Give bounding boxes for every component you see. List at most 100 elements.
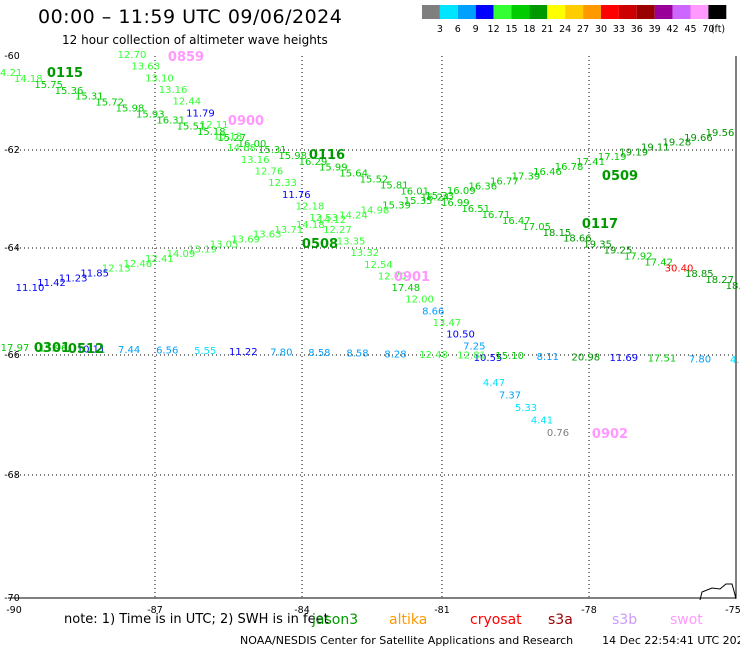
legend-label: 18	[523, 24, 535, 35]
pass-time-label: 0116	[309, 148, 345, 163]
wave-height-value: 15.93	[136, 109, 165, 120]
wave-height-value: 14.68	[227, 143, 256, 154]
pass-time-label: 0512	[68, 342, 104, 357]
wave-height-value: 13.35	[337, 236, 366, 247]
wave-height-value: 15.27	[217, 133, 246, 144]
wave-height-value: 15.64	[339, 169, 368, 180]
wave-height-value: 12.70	[118, 50, 147, 61]
legend-label: 24	[559, 24, 571, 35]
legend-swatch	[457, 5, 476, 19]
pass-time-label: 0301	[34, 341, 70, 356]
pass-time-label: 0508	[302, 237, 338, 252]
wave-height-value: 13.19	[188, 244, 217, 255]
wave-height-value: 17.39	[512, 172, 541, 183]
wave-height-value: 17.51	[648, 354, 677, 365]
legend-swatch	[654, 5, 673, 19]
wave-height-value: 12.11	[200, 120, 229, 131]
wave-height-value: 16.71	[482, 210, 511, 221]
wave-height-value: 16.51	[461, 204, 490, 215]
wave-height-value: 15.31	[75, 92, 104, 103]
wave-height-value: 16.09	[447, 186, 476, 197]
lon-tick-label: -78	[581, 605, 597, 616]
wave-height-value: 15.31	[258, 145, 287, 156]
wave-height-value: 15.18	[197, 127, 226, 138]
wave-height-value: 8.11	[537, 352, 559, 363]
wave-height-value: 15.75	[34, 80, 63, 91]
legend-swatch	[565, 5, 584, 19]
wave-height-value: 18.15	[543, 228, 572, 239]
wave-height-value: 17.19	[598, 152, 627, 163]
wave-height-value: 12.53	[309, 213, 338, 224]
wave-height-value: 13.63	[131, 62, 160, 73]
pass-time-label: 0902	[592, 427, 628, 442]
wave-height-value: 8.66	[422, 306, 444, 317]
wave-height-value: 12.76	[255, 167, 284, 178]
wave-height-value: 15.99	[319, 163, 348, 174]
wave-height-value: 18.85	[685, 269, 714, 280]
legend-swatch	[511, 5, 530, 19]
satellite-label-cryosat: cryosat	[470, 612, 522, 628]
wave-height-value: 14.18	[296, 220, 325, 231]
wave-height-value: 16.77	[490, 176, 519, 187]
wave-height-value: 13.63	[253, 230, 282, 241]
legend-swatch	[439, 5, 458, 19]
wave-height-value: 4.1	[730, 355, 740, 366]
legend-swatch	[493, 5, 512, 19]
wave-height-value: 16.31	[156, 115, 185, 126]
legend-label: 3	[437, 24, 443, 35]
lon-tick-label: -87	[147, 605, 163, 616]
wave-height-value: 20.98	[571, 352, 600, 363]
legend-swatch	[618, 5, 637, 19]
wave-height-value: 30.40	[665, 263, 694, 274]
wave-height-value: 13.18	[214, 132, 243, 143]
wave-height-value: 15.36	[55, 86, 84, 97]
wave-height-value: 15.81	[380, 180, 409, 191]
legend-swatch	[583, 5, 601, 19]
wave-height-value: 13.47	[433, 318, 462, 329]
lon-tick-label: -90	[6, 605, 22, 616]
wave-height-value: 11.69	[610, 353, 639, 364]
wave-height-value: 14.12	[318, 215, 347, 226]
satellite-label-altika: altika	[389, 612, 428, 628]
wave-height-value: 11.42	[37, 278, 66, 289]
pass-time-label: 0509	[602, 169, 638, 184]
wave-height-value: 10.11	[77, 344, 106, 355]
wave-height-value: 16.78	[555, 162, 584, 173]
wave-height-value: 16.29	[299, 157, 328, 168]
legend-label: 36	[631, 24, 643, 35]
legend-label: 9	[473, 24, 479, 35]
coastline	[699, 583, 737, 601]
color-legend: 3 6 9 12 15 18 21 24 27 30 33 36 39 42 45 70(ft)	[422, 5, 727, 35]
wave-height-value: 13.05	[210, 239, 239, 250]
wave-height-value: 12.54	[364, 260, 393, 271]
wave-height-value: 12.00	[405, 295, 434, 306]
lon-tick-label: -75	[725, 605, 740, 616]
footnote: note: 1) Time is in UTC; 2) SWH is in fe…	[64, 612, 329, 627]
lat-tick-label: -70	[4, 593, 20, 604]
wave-height-value: 15.72	[95, 98, 124, 109]
wave-height-value: 12.13	[102, 264, 131, 275]
wave-height-value: 12.44	[172, 97, 201, 108]
legend-swatch	[690, 5, 709, 19]
wave-height-value: 14.21	[0, 68, 22, 79]
wave-height-value: 16.36	[468, 181, 497, 192]
legend-unit: (ft)	[711, 24, 725, 35]
pass-time-labels: 0859 0115 0900 0116 0509 0508 0117 0901 03010512…	[34, 50, 638, 442]
wave-height-value: 17.05	[522, 222, 551, 233]
wave-height-value: 19.28	[663, 138, 692, 149]
wave-height-value: 15.96	[39, 344, 68, 355]
satellite-label-s3b: s3b	[612, 612, 638, 628]
wave-height-value: 7.80	[270, 347, 292, 358]
wave-height-value: 6.56	[156, 346, 178, 357]
wave-height-value: 15.52	[360, 175, 389, 186]
lat-tick-label: -64	[4, 243, 20, 254]
wave-height-value: 11.79	[186, 108, 215, 119]
wave-height-value: 16.00	[238, 139, 267, 150]
legend-swatch	[672, 5, 691, 19]
wave-height-value: 16.01	[400, 186, 429, 197]
wave-height-value: 12.18	[296, 202, 325, 213]
lat-tick-label: -60	[4, 51, 20, 62]
wave-height-value: 5.33	[515, 403, 537, 414]
wave-height-value: 19.35	[583, 240, 612, 251]
